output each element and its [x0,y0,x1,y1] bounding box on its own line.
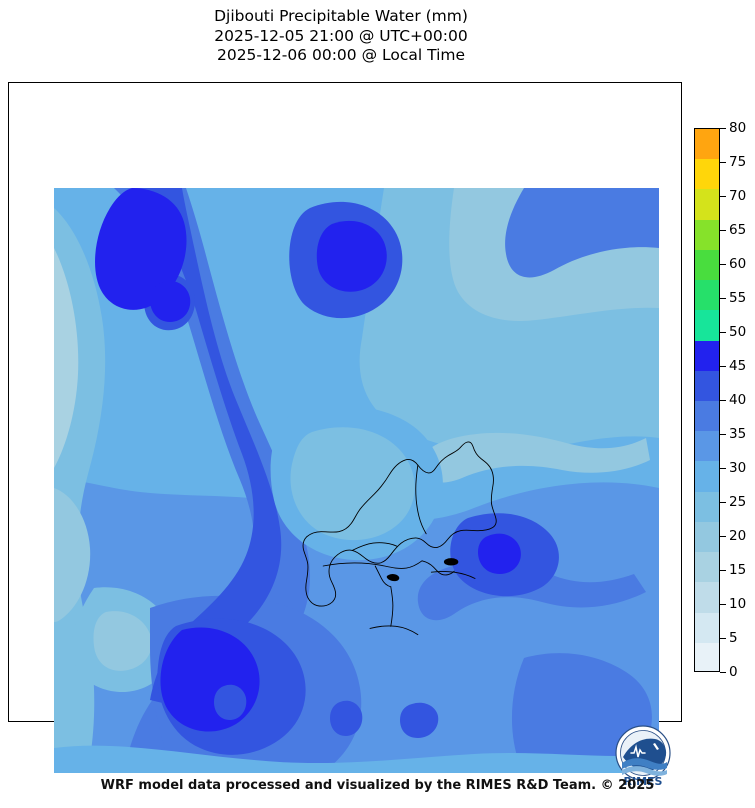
colorbar: 0 5 10 15 20 25 30 35 40 45 50 55 60 65 70 75 80 [694,120,746,680]
colorbar-tick [720,434,726,435]
colorbar-band [695,310,719,341]
colorbar-tick-label: 20 [729,528,747,544]
colorbar-tick-label: 35 [729,426,747,442]
colorbar-tick [720,672,726,673]
colorbar-tick [720,298,726,299]
colorbar-band [695,582,719,613]
colorbar-tick [720,196,726,197]
title-line-product: Djibouti Precipitable Water (mm) [214,7,468,25]
colorbar-tick [720,468,726,469]
colorbar-tick-label: 15 [729,562,747,578]
colorbar-tick-label: 45 [729,358,747,374]
precipitable-water-map[interactable] [54,188,659,773]
title-line-utc: 2025-12-05 21:00 @ UTC+00:00 [214,26,468,45]
colorbar-tick-label: 5 [729,630,738,646]
colorbar-tick [720,128,726,129]
colorbar-tick [720,162,726,163]
colorbar-band [695,612,719,643]
rimes-logo-text: RIMES [624,775,663,788]
colorbar-tick [720,264,726,265]
contour-field [54,188,659,773]
colorbar-tick-label: 70 [729,188,747,204]
colorbar-tick-label: 30 [729,460,747,476]
colorbar-gradient [694,128,720,672]
colorbar-tick-label: 60 [729,256,747,272]
title-line-local: 2025-12-06 00:00 @ Local Time [216,46,466,64]
rimes-logo: RIMES [609,723,677,789]
colorbar-tick-label: 50 [729,324,747,340]
colorbar-band [695,521,719,553]
colorbar-tick [720,332,726,333]
colorbar-tick [720,366,726,367]
colorbar-tick [720,604,726,605]
colorbar-tick [720,400,726,401]
colorbar-band [695,159,719,190]
colorbar-band [695,340,719,371]
colorbar-tick-label: 75 [729,154,747,170]
footer-credit: WRF model data processed and visualized … [100,778,655,793]
colorbar-band [695,370,719,401]
page-title: Djibouti Precipitable Water (mm) 2025-12… [0,7,682,66]
colorbar-tick-label: 10 [729,596,747,612]
colorbar-tick [720,638,726,639]
colorbar-band [695,461,719,492]
colorbar-tick [720,230,726,231]
djibouti-border [302,441,497,636]
colorbar-tick-label: 65 [729,222,747,238]
colorbar-band [695,249,719,281]
colorbar-tick-label: 25 [729,494,747,510]
colorbar-tick [720,502,726,503]
colorbar-tick-label: 0 [729,664,738,680]
colorbar-band [695,431,719,462]
colorbar-tick-label: 80 [729,120,747,136]
colorbar-band [695,400,719,432]
colorbar-tick-label: 40 [729,392,747,408]
colorbar-band [695,189,719,220]
colorbar-band [695,552,719,583]
colorbar-band [695,642,719,671]
colorbar-band [695,280,719,311]
colorbar-band [695,491,719,522]
colorbar-band [695,129,719,160]
map-frame: RIMES [8,82,682,788]
colorbar-ticks: 0 5 10 15 20 25 30 35 40 45 50 55 60 65 70 75 80 [720,120,752,680]
rimes-logo-mark: RIMES [615,725,671,788]
colorbar-tick [720,570,726,571]
colorbar-tick-label: 55 [729,290,747,306]
colorbar-band [695,219,719,250]
colorbar-tick [720,536,726,537]
